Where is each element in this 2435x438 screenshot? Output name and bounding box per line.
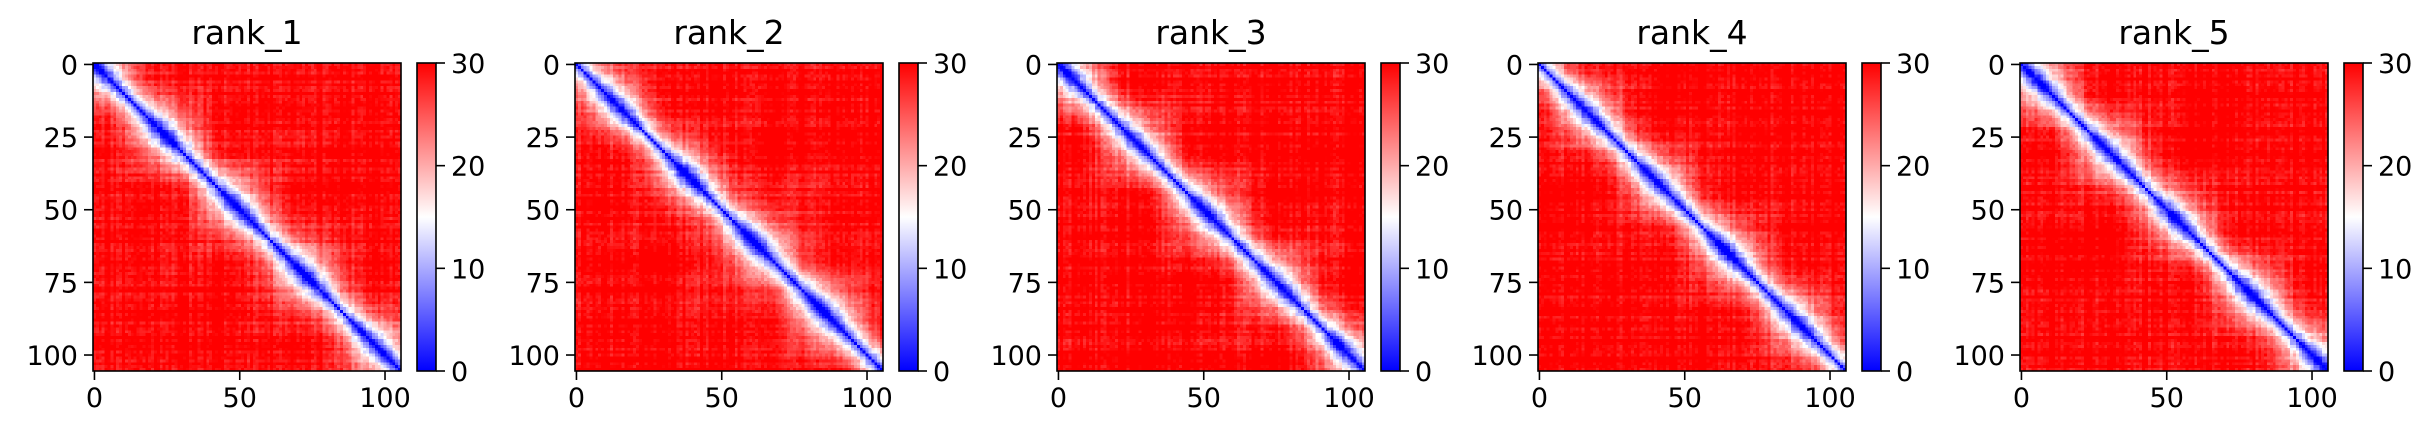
heatmap-panel-2: 0 50 100 0 25 50 75 100 rank_2 0 10 20 30 (508, 13, 967, 414)
y-tick-label: 0 (543, 50, 560, 81)
x-tick-label: 50 (1187, 383, 1221, 414)
chart-title: rank_1 (191, 13, 302, 52)
y-tick-label: 50 (44, 196, 78, 227)
colorbar-frame (1380, 62, 1401, 372)
y-tick-label: 100 (1471, 341, 1523, 372)
axes-frame (574, 62, 884, 372)
heatmap-panel-3: 0 50 100 0 25 50 75 100 rank_3 0 10 20 30 (990, 13, 1449, 414)
colorbar-tick-label: 20 (2378, 152, 2412, 183)
x-tick-label: 100 (1323, 383, 1375, 414)
colorbar-tick-label: 0 (1896, 357, 1913, 388)
colorbar-tick-label: 10 (451, 254, 485, 285)
colorbar-frame (898, 62, 919, 372)
heatmap-image (93, 63, 401, 371)
colorbar-tick-label: 20 (1896, 152, 1930, 183)
colorbar-tick-label: 10 (1896, 254, 1930, 285)
x-tick-label: 50 (223, 383, 257, 414)
heatmap-image (1538, 63, 1846, 371)
y-tick-label: 75 (1489, 268, 1523, 299)
x-tick-label: 50 (2150, 383, 2184, 414)
x-tick-label: 100 (1804, 383, 1856, 414)
x-tick-label: 0 (568, 383, 585, 414)
colorbar-tick-label: 20 (451, 152, 485, 183)
y-tick-label: 0 (61, 50, 78, 81)
x-tick-label: 100 (841, 383, 893, 414)
heatmap-image (575, 63, 883, 371)
y-tick-label: 0 (1506, 50, 1523, 81)
axes-frame (1056, 62, 1366, 372)
colorbar-tick-label: 30 (933, 49, 967, 80)
y-tick-label: 25 (1971, 123, 2005, 154)
y-tick-label: 100 (508, 341, 560, 372)
heatmap-image (2020, 63, 2328, 371)
colorbar (2344, 63, 2363, 371)
axes-frame (2019, 62, 2329, 372)
y-tick-label: 75 (1971, 268, 2005, 299)
heatmap-panel-4: 0 50 100 0 25 50 75 100 rank_4 0 10 20 30 (1471, 13, 1930, 414)
axes-frame (92, 62, 402, 372)
y-tick-label: 25 (1008, 123, 1042, 154)
chart-title: rank_2 (673, 13, 784, 52)
colorbar (1862, 63, 1881, 371)
x-tick-label: 0 (1050, 383, 1067, 414)
y-tick-label: 50 (526, 196, 560, 227)
y-tick-label: 25 (44, 123, 78, 154)
colorbar (417, 63, 436, 371)
colorbar-frame (2343, 62, 2364, 372)
colorbar-tick-label: 10 (933, 254, 967, 285)
colorbar (899, 63, 918, 371)
colorbar-tick-label: 0 (451, 357, 468, 388)
heatmap-panel-5: 0 50 100 0 25 50 75 100 rank_5 0 10 20 30 (1953, 13, 2412, 414)
colorbar-tick-label: 0 (2378, 357, 2395, 388)
y-tick-label: 75 (44, 268, 78, 299)
y-tick-label: 75 (526, 268, 560, 299)
heatmap-panel-1: 0 50 100 0 25 50 75 100 rank_1 0 10 20 30 (26, 13, 485, 414)
x-tick-label: 0 (1531, 383, 1548, 414)
colorbar-tick-label: 30 (451, 49, 485, 80)
y-tick-label: 100 (990, 341, 1042, 372)
x-tick-label: 50 (1668, 383, 1702, 414)
chart-title: rank_5 (2118, 13, 2229, 52)
chart-title: rank_3 (1155, 13, 1266, 52)
y-tick-label: 100 (26, 341, 78, 372)
colorbar-frame (1861, 62, 1882, 372)
colorbar-frame (416, 62, 437, 372)
x-tick-label: 100 (2286, 383, 2338, 414)
colorbar-tick-label: 10 (1415, 254, 1449, 285)
y-tick-label: 100 (1953, 341, 2005, 372)
colorbar-tick-label: 0 (933, 357, 950, 388)
y-tick-label: 50 (1971, 196, 2005, 227)
y-tick-label: 75 (1008, 268, 1042, 299)
y-tick-label: 25 (1489, 123, 1523, 154)
x-tick-label: 50 (705, 383, 739, 414)
colorbar-tick-label: 0 (1415, 357, 1432, 388)
y-tick-label: 50 (1489, 196, 1523, 227)
colorbar-tick-label: 30 (2378, 49, 2412, 80)
chart-title: rank_4 (1636, 13, 1747, 52)
colorbar-tick-label: 10 (2378, 254, 2412, 285)
colorbar-tick-label: 30 (1415, 49, 1449, 80)
x-tick-label: 100 (359, 383, 411, 414)
y-tick-label: 25 (526, 123, 560, 154)
colorbar-tick-label: 20 (1415, 152, 1449, 183)
colorbar (1381, 63, 1400, 371)
y-tick-label: 0 (1988, 50, 2005, 81)
axes-frame (1537, 62, 1847, 372)
y-tick-label: 50 (1008, 196, 1042, 227)
x-tick-label: 0 (2013, 383, 2030, 414)
x-tick-label: 0 (86, 383, 103, 414)
heatmap-image (1057, 63, 1365, 371)
colorbar-tick-label: 20 (933, 152, 967, 183)
y-tick-label: 0 (1025, 50, 1042, 81)
colorbar-tick-label: 30 (1896, 49, 1930, 80)
